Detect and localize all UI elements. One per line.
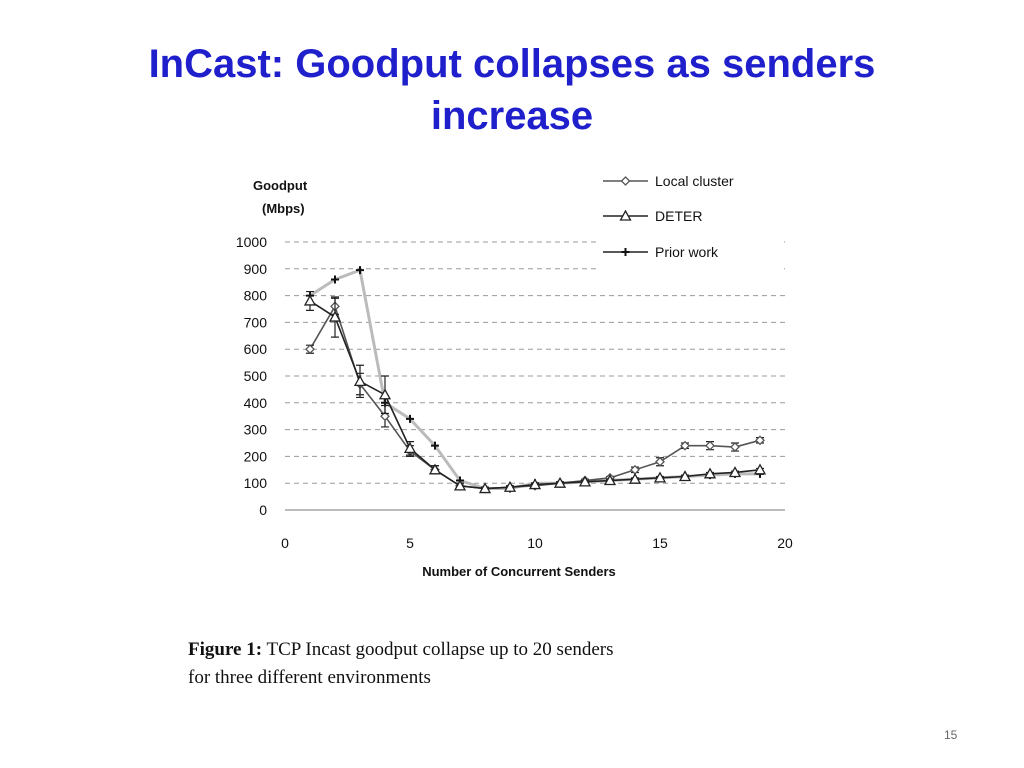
data-point-deter-2 [328, 310, 342, 322]
data-point-prior-work-5 [406, 414, 414, 423]
data-point-deter-17 [703, 467, 717, 479]
legend-marker-local-cluster [620, 176, 631, 186]
y-tick-label-200: 200 [244, 448, 268, 464]
data-point-deter-6 [428, 463, 442, 475]
data-point-prior-work-2 [331, 275, 339, 284]
chart-axes: 0 100 200 300 400 500 600 700 800 900 1000 0 5 10 15 20 [236, 234, 793, 551]
data-point-local-cluster-19 [755, 435, 765, 446]
data-point-local-cluster-18 [730, 442, 740, 452]
series-prior-work [306, 266, 764, 493]
data-point-prior-work-3 [356, 266, 364, 275]
data-point-deter-10 [528, 478, 542, 490]
legend-marker-deter [619, 209, 632, 221]
x-tick-label-5: 5 [406, 535, 414, 551]
y-tick-label-400: 400 [244, 395, 268, 411]
data-point-local-cluster-4 [380, 411, 390, 422]
y-tick-label-0: 0 [259, 502, 267, 518]
data-point-deter-8 [478, 482, 492, 494]
data-point-local-cluster-1 [305, 344, 315, 355]
data-point-local-cluster-17 [705, 440, 715, 451]
series-line-deter [309, 300, 761, 490]
data-point-deter-14 [628, 472, 642, 484]
data-point-deter-13 [603, 474, 617, 486]
x-tick-label-15: 15 [652, 535, 668, 551]
series-local-cluster [305, 297, 765, 494]
y-tick-label-500: 500 [244, 368, 268, 384]
x-tick-label-20: 20 [777, 535, 793, 551]
data-point-deter-12 [578, 475, 592, 487]
data-point-deter-3 [353, 375, 367, 387]
data-point-deter-9 [503, 480, 517, 492]
caption-text-line1: TCP Incast goodput collapse up to 20 sen… [266, 639, 614, 660]
data-point-deter-7 [453, 479, 467, 491]
y-tick-label-1000: 1000 [236, 234, 267, 250]
legend-label-local-cluster: Local cluster [655, 173, 734, 189]
y-tick-label-800: 800 [244, 288, 268, 304]
slide-title-line2: increase [430, 94, 594, 138]
x-axis-label: Number of Concurrent Senders [422, 564, 616, 579]
series-deter [303, 290, 767, 494]
figure-caption: Figure 1: TCP Incast goodput collapse up… [188, 636, 868, 692]
chart-legend: Local cluster DETER Prior work [598, 165, 784, 270]
y-tick-label-900: 900 [244, 261, 268, 277]
data-point-local-cluster-15 [655, 456, 665, 467]
legend-marker-prior-work [621, 248, 630, 256]
y-tick-label-700: 700 [244, 314, 268, 330]
page-number: 15 [944, 728, 958, 742]
data-point-prior-work-6 [431, 441, 439, 450]
data-point-deter-15 [653, 471, 667, 483]
legend-label-prior-work: Prior work [655, 244, 719, 260]
data-point-deter-16 [678, 470, 692, 482]
x-tick-label-0: 0 [281, 535, 289, 551]
y-tick-label-600: 600 [244, 341, 268, 357]
series-line-local-cluster [309, 304, 761, 490]
data-point-deter-18 [728, 466, 742, 478]
legend-label-deter: DETER [655, 208, 702, 224]
caption-text-line2: for three different environments [188, 667, 431, 688]
slide-title: InCast: Goodput collapses as senders inc… [62, 38, 962, 142]
series-line-prior-work [309, 268, 760, 491]
data-point-deter-19 [753, 463, 767, 475]
figure-label: Figure 1: [188, 639, 263, 660]
data-point-local-cluster-16 [680, 440, 690, 451]
y-tick-label-300: 300 [244, 422, 268, 438]
chart-series [303, 266, 767, 494]
data-point-deter-11 [553, 476, 567, 488]
data-point-deter-5 [403, 442, 417, 454]
y-axis-label-line2: (Mbps) [262, 201, 305, 216]
y-axis-label-line1: Goodput [253, 178, 308, 193]
y-tick-label-100: 100 [244, 475, 268, 491]
x-tick-label-10: 10 [527, 535, 543, 551]
slide-title-line1: InCast: Goodput collapses as senders [148, 42, 876, 86]
data-point-deter-4 [378, 388, 392, 400]
data-point-deter-1 [303, 294, 317, 306]
